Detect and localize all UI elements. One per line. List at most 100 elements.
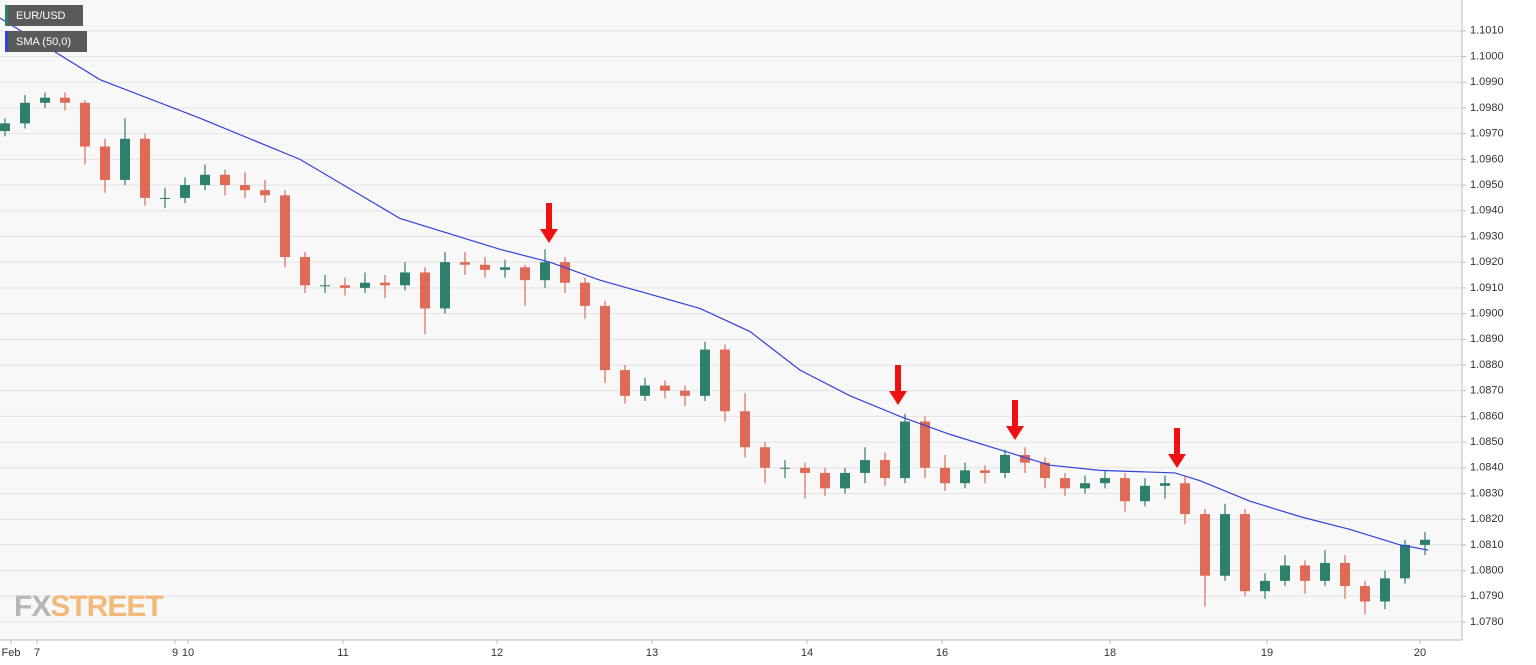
- y-tick-label: 1.0800: [1470, 565, 1504, 577]
- x-tick-label: 10: [182, 647, 194, 659]
- candle-body: [280, 195, 290, 258]
- candle-body: [420, 272, 430, 309]
- candle-body: [740, 411, 750, 448]
- candle-body: [1180, 483, 1190, 515]
- x-tick-label: 11: [337, 647, 348, 659]
- watermark-street: STREET: [50, 590, 163, 623]
- legend-label: SMA (50,0): [16, 36, 71, 48]
- candle-body: [200, 174, 210, 186]
- candle-body: [760, 447, 770, 468]
- candle-body: [60, 97, 70, 103]
- watermark-fx: FX: [14, 590, 51, 623]
- y-tick-label: 1.0900: [1470, 307, 1504, 319]
- candle-body: [680, 390, 690, 396]
- legend-box: [5, 5, 83, 26]
- legend-swatch: [5, 31, 8, 52]
- candle-body: [80, 102, 90, 147]
- candle-body: [360, 282, 370, 288]
- candle-body: [940, 467, 950, 484]
- legend-swatch: [5, 5, 8, 26]
- candle-body: [340, 285, 350, 288]
- candle-body: [580, 282, 590, 306]
- candle-body: [800, 467, 810, 473]
- candle-body: [1300, 565, 1310, 581]
- candle-body: [1060, 478, 1070, 489]
- y-tick-label: 1.0910: [1470, 282, 1504, 294]
- y-tick-label: 1.0920: [1470, 256, 1504, 268]
- y-tick-label: 1.0860: [1470, 410, 1504, 422]
- candle-body: [300, 257, 310, 286]
- candle-body: [540, 262, 550, 281]
- candle-body: [1380, 578, 1390, 602]
- candle-body: [960, 470, 970, 484]
- candle-body: [980, 470, 990, 473]
- y-tick-label: 1.0790: [1470, 590, 1504, 602]
- marks: [0, 17, 1430, 615]
- x-tick-label: 20: [1414, 647, 1426, 659]
- candle-body: [1280, 565, 1290, 581]
- candle-body: [120, 138, 130, 180]
- candle-body: [660, 385, 670, 391]
- x-tick-label: 16: [936, 647, 948, 659]
- candle-body: [560, 262, 570, 283]
- x-tick-label: 14: [801, 647, 813, 659]
- x-tick-label: 7: [34, 647, 40, 659]
- x-tick-label: 9: [172, 647, 178, 659]
- y-tick-label: 1.0890: [1470, 333, 1504, 345]
- x-tick-label: 12: [491, 647, 503, 659]
- candle-body: [1400, 544, 1410, 579]
- x-tick-label: 18: [1104, 647, 1116, 659]
- candle-body: [1420, 539, 1430, 545]
- arrows: [540, 203, 1186, 468]
- candle-body: [380, 282, 390, 286]
- y-tick-label: 1.0810: [1470, 539, 1504, 551]
- candle-body: [160, 197, 170, 199]
- candle-body: [1120, 478, 1130, 502]
- candle-body: [40, 97, 50, 103]
- plot-background: [0, 0, 1462, 640]
- candle-body: [440, 262, 450, 309]
- candle-body: [400, 272, 410, 286]
- y-tick-label: 1.0930: [1470, 230, 1504, 242]
- candle-body: [1000, 454, 1010, 473]
- y-tick-label: 1.0880: [1470, 359, 1504, 371]
- arrow: [1168, 428, 1186, 468]
- candle-body: [260, 190, 270, 196]
- arrow: [889, 365, 907, 405]
- y-tick-label: 1.0780: [1470, 616, 1504, 628]
- candle-body: [220, 174, 230, 186]
- candle-body: [900, 421, 910, 479]
- candle-body: [1260, 580, 1270, 592]
- y-tick-label: 1.0870: [1470, 385, 1504, 397]
- candle-body: [1040, 462, 1050, 479]
- candle-body: [0, 123, 10, 132]
- candle-body: [820, 472, 830, 489]
- candle-body: [1080, 483, 1090, 489]
- x-tick-label: 19: [1261, 647, 1273, 659]
- x-tick-label: 13: [646, 647, 658, 659]
- candle-body: [180, 185, 190, 198]
- y-tick-label: 1.0990: [1470, 76, 1504, 88]
- sma-line: [0, 17, 1429, 551]
- candle-body: [1340, 562, 1350, 587]
- y-tick-label: 1.1000: [1470, 50, 1504, 62]
- candle-body: [20, 102, 30, 124]
- candle-body: [500, 267, 510, 270]
- y-tick-label: 1.0850: [1470, 436, 1504, 448]
- axes: 1.0780 1.0790 1.0800 1.0810 1.0820 1.0830 1.08…: [2, 25, 1504, 659]
- candle-body: [640, 385, 650, 396]
- y-tick-label: 1.0820: [1470, 513, 1504, 525]
- arrow: [1006, 400, 1024, 440]
- y-tick-label: 1.0960: [1470, 153, 1504, 165]
- candle-body: [920, 421, 930, 468]
- candle-body: [460, 262, 470, 265]
- candle-body: [520, 267, 530, 281]
- candle-body: [320, 285, 330, 287]
- y-tick-label: 1.1010: [1470, 25, 1504, 37]
- legend: EUR/USD SMA (50,0): [5, 5, 87, 52]
- watermark: FXSTREET: [14, 590, 163, 623]
- candle-body: [480, 264, 490, 270]
- candle-body: [780, 467, 790, 469]
- candle-body: [840, 472, 850, 489]
